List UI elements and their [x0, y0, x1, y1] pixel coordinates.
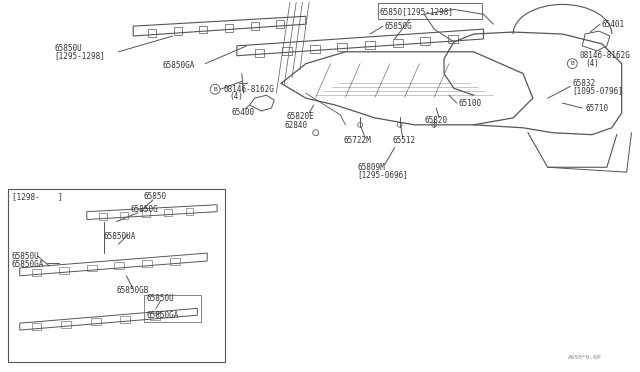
Text: 65722M: 65722M [344, 136, 371, 145]
Text: 65832: 65832 [572, 79, 595, 88]
Text: B: B [213, 87, 217, 92]
Text: 65850GA: 65850GA [12, 260, 44, 269]
Text: 65809M: 65809M [357, 163, 385, 172]
Bar [378, 3, 481, 19]
Bar [144, 295, 202, 322]
Text: 65850U: 65850U [146, 294, 174, 303]
Bar [8, 189, 225, 362]
Text: 65850G: 65850G [131, 205, 158, 214]
Text: 65850GA: 65850GA [146, 311, 179, 320]
Text: 65850UA: 65850UA [104, 232, 136, 241]
Text: A650*0.6P: A650*0.6P [568, 355, 601, 360]
Text: 65710: 65710 [585, 103, 608, 113]
Text: [1295-0696]: [1295-0696] [357, 170, 408, 179]
Text: 65850GA: 65850GA [163, 61, 195, 70]
Text: 65400: 65400 [232, 109, 255, 118]
Text: 65850G: 65850G [385, 22, 413, 31]
Text: 65401: 65401 [602, 20, 625, 29]
Text: [1295-1298]: [1295-1298] [54, 51, 105, 60]
Text: 08146-8162G: 08146-8162G [223, 85, 274, 94]
Text: 65850GB: 65850GB [116, 286, 149, 295]
Text: 65512: 65512 [393, 136, 416, 145]
Text: 65100: 65100 [459, 99, 482, 108]
Text: 62840: 62840 [284, 121, 307, 130]
Text: (4): (4) [229, 92, 243, 101]
Text: (4): (4) [585, 59, 599, 68]
Text: 65820: 65820 [424, 116, 447, 125]
Text: [1298-    ]: [1298- ] [12, 192, 63, 201]
Text: 65850U: 65850U [54, 44, 82, 53]
Text: 65820E: 65820E [286, 112, 314, 121]
Text: 65850: 65850 [143, 192, 166, 201]
Text: 65850U: 65850U [12, 251, 40, 260]
Text: 08146-8162G: 08146-8162G [579, 51, 630, 60]
Text: B: B [570, 61, 574, 66]
Text: [1095-0796]: [1095-0796] [572, 86, 623, 95]
Text: 65850[1295-1298]: 65850[1295-1298] [380, 7, 454, 16]
